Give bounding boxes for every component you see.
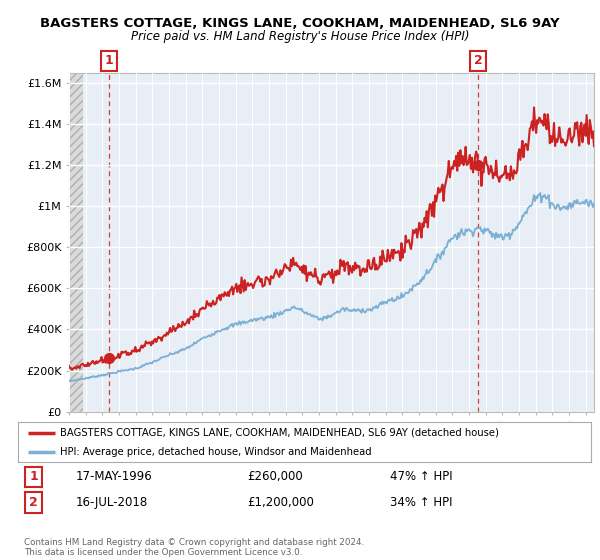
Text: Contains HM Land Registry data © Crown copyright and database right 2024.
This d: Contains HM Land Registry data © Crown c…	[24, 538, 364, 557]
Text: £1,200,000: £1,200,000	[247, 496, 314, 509]
Text: 47% ↑ HPI: 47% ↑ HPI	[391, 470, 453, 483]
Text: 2: 2	[473, 54, 482, 67]
Text: 16-JUL-2018: 16-JUL-2018	[76, 496, 148, 509]
Text: 34% ↑ HPI: 34% ↑ HPI	[391, 496, 453, 509]
Text: 1: 1	[29, 470, 38, 483]
Text: 17-MAY-1996: 17-MAY-1996	[76, 470, 152, 483]
Text: 1: 1	[104, 54, 113, 67]
Text: BAGSTERS COTTAGE, KINGS LANE, COOKHAM, MAIDENHEAD, SL6 9AY (detached house): BAGSTERS COTTAGE, KINGS LANE, COOKHAM, M…	[60, 428, 499, 438]
Text: BAGSTERS COTTAGE, KINGS LANE, COOKHAM, MAIDENHEAD, SL6 9AY: BAGSTERS COTTAGE, KINGS LANE, COOKHAM, M…	[40, 17, 560, 30]
Text: 2: 2	[29, 496, 38, 509]
Bar	[69, 73, 83, 412]
Text: HPI: Average price, detached house, Windsor and Maidenhead: HPI: Average price, detached house, Wind…	[60, 447, 371, 457]
Text: Price paid vs. HM Land Registry's House Price Index (HPI): Price paid vs. HM Land Registry's House …	[131, 30, 469, 44]
Text: £260,000: £260,000	[247, 470, 303, 483]
